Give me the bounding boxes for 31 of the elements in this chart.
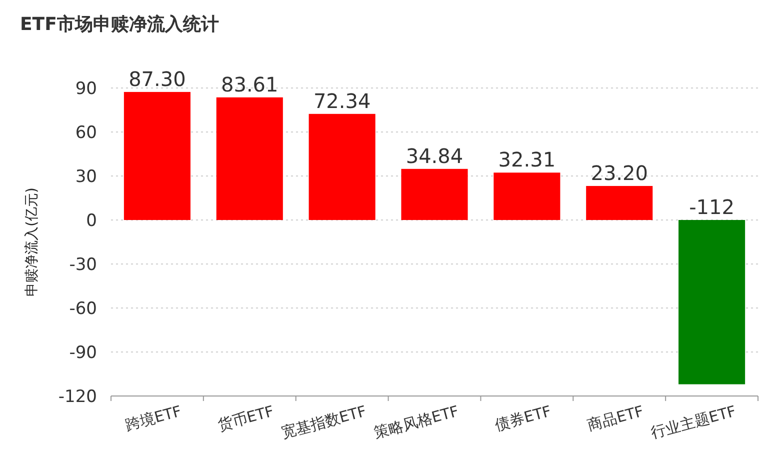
data-label: 83.61: [221, 72, 278, 96]
data-label: 32.31: [498, 148, 556, 172]
data-label: 87.30: [128, 66, 186, 91]
bar: [494, 172, 560, 220]
bar: [586, 186, 653, 220]
data-label: -112: [689, 195, 734, 219]
x-tick-label: 货币ETF: [216, 402, 276, 434]
bar: [308, 114, 376, 220]
bar: [401, 168, 468, 220]
bar: [678, 220, 746, 384]
x-tick-label: 策略风格ETF: [372, 402, 461, 442]
bar: [216, 97, 283, 220]
x-tick-label: 行业主题ETF: [648, 402, 738, 442]
y-axis-title: 申赎净流入(亿元): [24, 188, 40, 296]
x-tick-label: 跨境ETF: [123, 402, 184, 434]
data-label: 23.20: [590, 160, 648, 185]
y-tick-label: 30: [75, 166, 97, 187]
y-tick-label: 90: [75, 78, 97, 99]
data-label: 34.84: [406, 144, 464, 168]
y-tick-label: -120: [58, 386, 97, 407]
y-tick-label: 0: [86, 210, 97, 231]
chart-title: ETF市场申赎净流入统计: [20, 14, 219, 35]
bar: [124, 92, 190, 220]
data-label: 72.34: [313, 88, 371, 113]
x-tick-label: 宽基指数ETF: [279, 402, 368, 442]
y-tick-label: -30: [69, 254, 97, 275]
x-tick-label: 商品ETF: [586, 402, 646, 434]
y-tick-label: -60: [69, 298, 97, 319]
y-tick-label: 60: [75, 122, 97, 143]
x-tick-label: 债券ETF: [493, 402, 554, 434]
y-tick-label: -90: [69, 342, 97, 363]
